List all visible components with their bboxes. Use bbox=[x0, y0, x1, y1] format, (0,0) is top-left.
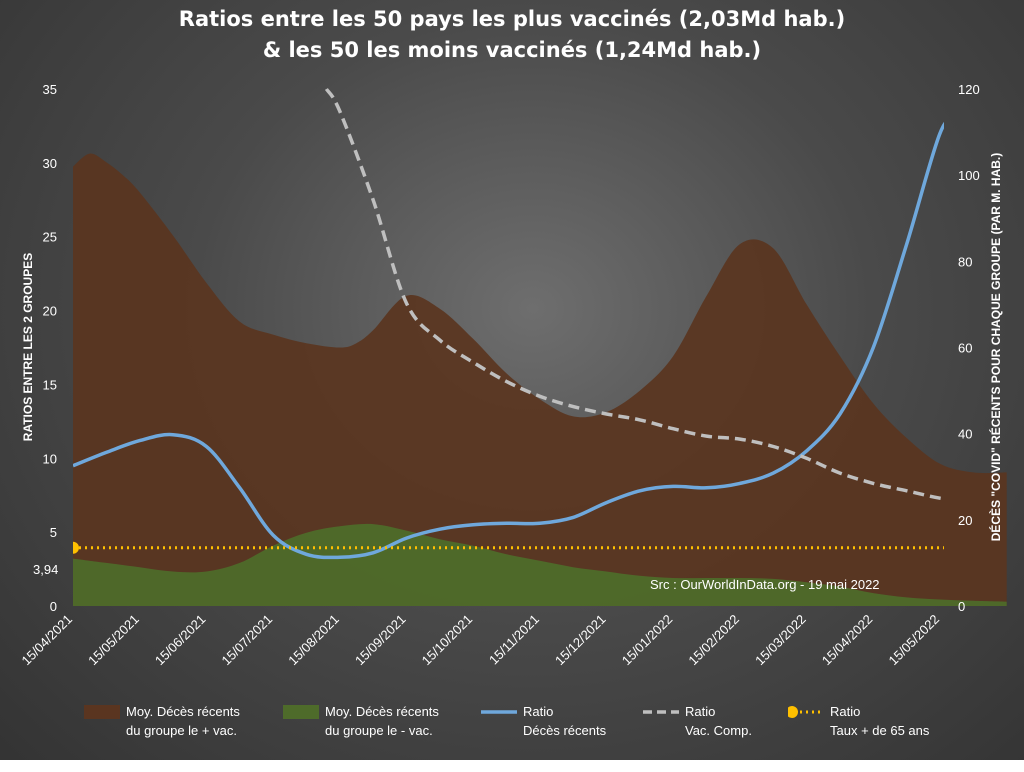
x-tick-label: 15/10/2021 bbox=[419, 612, 476, 669]
left-axis-title: RATIOS ENTRE LES 2 GROUPES bbox=[21, 253, 35, 441]
left-tick-label: 25 bbox=[43, 230, 57, 245]
left-tick-label: 5 bbox=[50, 525, 57, 540]
legend-swatch-ratio-deaths bbox=[481, 710, 517, 714]
title-line-1: Ratios entre les 50 pays les plus vaccin… bbox=[178, 7, 846, 31]
right-tick-label: 120 bbox=[958, 82, 980, 97]
x-tick-label: 15/02/2022 bbox=[685, 612, 742, 669]
x-tick-label: 15/07/2021 bbox=[219, 612, 276, 669]
x-tick-label: 15/11/2021 bbox=[486, 612, 542, 668]
x-tick-label: 15/06/2021 bbox=[152, 612, 209, 669]
legend-label: Ratio bbox=[830, 704, 861, 719]
x-tick-label: 15/04/2021 bbox=[18, 612, 75, 669]
legend-sublabel: Taux + de 65 ans bbox=[830, 723, 930, 738]
x-tick-label: 15/05/2021 bbox=[85, 612, 142, 669]
area-series-group bbox=[73, 153, 1007, 607]
line-ratio-vac-comp bbox=[324, 87, 944, 501]
legend-swatch-most-vac bbox=[84, 705, 120, 719]
legend-sublabel: du groupe le - vac. bbox=[325, 723, 433, 738]
x-tick-label: 15/12/2021 bbox=[552, 612, 609, 669]
legend-item-ratio-65: Ratio Taux + de 65 ans bbox=[788, 702, 930, 740]
legend-label: Moy. Décès récents bbox=[325, 704, 439, 719]
legend-label: Moy. Décès récents bbox=[126, 704, 240, 719]
legend-sublabel: du groupe le + vac. bbox=[126, 723, 237, 738]
line-series-group bbox=[73, 87, 944, 560]
right-tick-label: 20 bbox=[958, 513, 972, 528]
source-note: Src : OurWorldInData.org - 19 mai 2022 bbox=[650, 577, 880, 592]
bottom-strip bbox=[0, 760, 1024, 772]
legend: Moy. Décès récents du groupe le + vac. Mo… bbox=[0, 702, 1024, 752]
right-tick-label: 0 bbox=[958, 599, 965, 614]
right-tick-label: 100 bbox=[958, 168, 980, 183]
right-axis-ticks: 0 20 40 60 80 100 120 bbox=[958, 82, 980, 614]
x-axis-ticks: 15/04/2021 15/05/2021 15/06/2021 15/07/2021… bbox=[18, 612, 942, 669]
left-tick-label: 15 bbox=[43, 377, 57, 392]
ratio-65-value-label: 3,94 bbox=[33, 562, 58, 577]
x-tick-label: 15/04/2022 bbox=[819, 612, 876, 669]
left-tick-label: 0 bbox=[50, 599, 57, 614]
legend-item-ratio-vac-comp: Ratio Vac. Comp. bbox=[643, 702, 752, 740]
x-tick-label: 15/01/2022 bbox=[619, 612, 676, 669]
left-tick-label: 20 bbox=[43, 304, 57, 319]
chart-title: Ratios entre les 50 pays les plus vaccin… bbox=[0, 4, 1024, 66]
legend-swatch-least-vac bbox=[283, 705, 319, 719]
right-tick-label: 40 bbox=[958, 427, 972, 442]
x-tick-label: 15/08/2021 bbox=[285, 612, 342, 669]
right-tick-label: 60 bbox=[958, 341, 972, 356]
right-tick-label: 80 bbox=[958, 254, 972, 269]
legend-swatch-ratio-65 bbox=[788, 706, 824, 718]
left-tick-label: 10 bbox=[43, 451, 57, 466]
left-axis-ticks: 0 5 10 15 20 25 30 35 bbox=[43, 82, 57, 614]
legend-item-least-vac: Moy. Décès récents du groupe le - vac. bbox=[283, 702, 439, 740]
legend-label: Ratio bbox=[523, 704, 554, 719]
left-tick-label: 35 bbox=[43, 82, 57, 97]
legend-swatch-ratio-vac-comp bbox=[643, 710, 679, 714]
area-least-vaccinated bbox=[73, 523, 1007, 606]
x-tick-label: 15/09/2021 bbox=[352, 612, 409, 669]
line-ratio-deaths bbox=[73, 121, 944, 560]
legend-sublabel: Décès récents bbox=[523, 723, 607, 738]
marker-ratio-65 bbox=[73, 541, 79, 554]
x-tick-label: 15/03/2022 bbox=[752, 612, 809, 669]
right-axis-title: DÉCÈS "COVID" RÉCENTS POUR CHAQUE GROUPE… bbox=[988, 153, 1003, 542]
legend-sublabel: Vac. Comp. bbox=[685, 723, 752, 738]
title-line-2: & les 50 les moins vaccinés (1,24Md hab.… bbox=[262, 38, 762, 62]
area-most-vaccinated bbox=[73, 153, 1007, 607]
legend-item-most-vac: Moy. Décès récents du groupe le + vac. bbox=[84, 702, 240, 740]
left-tick-label: 30 bbox=[43, 156, 57, 171]
x-tick-label: 15/05/2022 bbox=[885, 612, 942, 669]
legend-label: Ratio bbox=[685, 704, 716, 719]
legend-item-ratio-deaths: Ratio Décès récents bbox=[481, 702, 607, 740]
